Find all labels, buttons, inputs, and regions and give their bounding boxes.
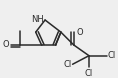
Text: Cl: Cl (85, 69, 93, 78)
Text: NH: NH (31, 16, 44, 24)
Text: O: O (2, 40, 9, 49)
Text: O: O (76, 28, 83, 37)
Text: Cl: Cl (63, 60, 71, 69)
Text: Cl: Cl (108, 51, 116, 60)
